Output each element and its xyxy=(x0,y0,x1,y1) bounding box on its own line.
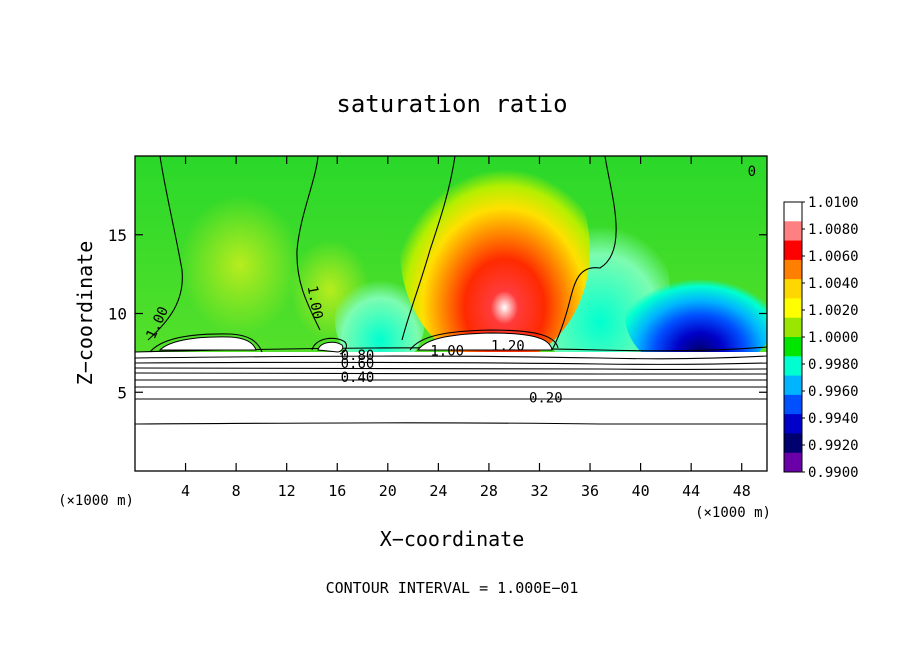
contour-line-1-00-mid xyxy=(296,156,321,331)
contour-line-1-00-left xyxy=(147,156,183,341)
colorbar-level-label: 1.0040 xyxy=(808,276,859,292)
y-tick-label: 5 xyxy=(117,383,127,402)
x-axis-title: X−coordinate xyxy=(380,527,525,551)
x-tick-label: 16 xyxy=(328,482,346,500)
x-tick-label: 12 xyxy=(278,482,296,500)
contour-line-lower-2 xyxy=(135,355,767,360)
colorbar: 1.0100 1.0080 1.0060 1.0040 1.0020 1.0000 0.99… xyxy=(783,195,859,481)
colorbar-level-label: 0.9960 xyxy=(808,384,859,400)
contour-label: 0.60 xyxy=(341,356,375,372)
x-tick-label: 28 xyxy=(480,482,498,500)
cloud-cap-left xyxy=(158,336,257,351)
colorbar-swatch xyxy=(784,221,802,242)
contour-interval-footer: CONTOUR INTERVAL = 1.000E−01 xyxy=(326,579,579,597)
field-lower-white xyxy=(135,352,767,471)
colorbar-swatch xyxy=(784,259,802,280)
x-tick-label: 4 xyxy=(181,482,190,500)
colorbar-swatch xyxy=(784,433,802,454)
contour-line-lower-3 xyxy=(135,361,767,365)
x-tick-label: 20 xyxy=(379,482,397,500)
colorbar-level-label: 1.0000 xyxy=(808,330,859,346)
colorbar-swatch xyxy=(784,202,802,222)
colorbar-swatch xyxy=(784,279,802,299)
contour-label: 0 xyxy=(748,164,756,180)
y-axis-title: Z−coordinate xyxy=(73,241,97,386)
colorbar-swatch xyxy=(784,240,802,261)
x-tick-label: 24 xyxy=(429,482,447,500)
colorbar-swatch xyxy=(784,414,802,434)
field-lime-patch-left xyxy=(180,195,300,335)
contour-line-lower-5 xyxy=(135,372,767,375)
saturation-field xyxy=(135,156,767,471)
field-hot-plume xyxy=(400,156,590,365)
contour-label: 0.80 xyxy=(341,348,375,364)
colorbar-level-label: 1.0100 xyxy=(808,195,859,211)
contour-label: 0.40 xyxy=(341,370,375,386)
field-cyan-patch-mid xyxy=(335,270,425,370)
cloud-outline-left xyxy=(149,333,263,353)
colorbar-swatch xyxy=(784,356,802,377)
colorbar-swatch xyxy=(784,298,802,319)
colorbar-swatch xyxy=(784,317,802,338)
contour-line-1-00-upper xyxy=(401,156,456,341)
y-tick-label: 10 xyxy=(108,305,127,324)
colorbar-level-label: 0.9900 xyxy=(808,465,859,481)
cloud-cap-small xyxy=(317,341,344,353)
x-tick-label: 40 xyxy=(632,482,650,500)
colorbar-level-label: 0.9920 xyxy=(808,438,859,454)
y-tick-label: 15 xyxy=(108,226,127,245)
contour-label: 1.00 xyxy=(304,284,326,320)
colorbar-level-label: 1.0080 xyxy=(808,222,859,238)
contour-label: 1.00 xyxy=(430,343,464,359)
colorbar-swatch xyxy=(784,452,802,473)
x-tick-label: 32 xyxy=(530,482,548,500)
colorbar-swatch xyxy=(784,394,802,415)
x-tick-label: 8 xyxy=(232,482,241,500)
contour-label: 1.20 xyxy=(491,339,525,355)
x-unit-label-right: (×1000 m) xyxy=(695,505,771,521)
colorbar-level-label: 0.9940 xyxy=(808,411,859,427)
x-tick-label: 44 xyxy=(682,482,700,500)
x-tick-label: 36 xyxy=(581,482,599,500)
field-cold-region xyxy=(625,255,767,375)
contour-line-lower-4 xyxy=(135,367,767,370)
colorbar-level-label: 0.9980 xyxy=(808,357,859,373)
contour-line-1-00-right xyxy=(551,156,617,351)
colorbar-level-label: 1.0020 xyxy=(808,303,859,319)
cloud-outline-small xyxy=(311,337,347,355)
contour-lines xyxy=(135,156,767,425)
cloud-outline-main xyxy=(409,329,559,351)
contour-line-bottom xyxy=(135,422,767,425)
colorbar-swatch xyxy=(784,375,802,396)
cloud-cap-main xyxy=(417,332,553,351)
chart-title: saturation ratio xyxy=(336,90,567,118)
x-tick-label: 48 xyxy=(733,482,751,500)
contour-label: 0.20 xyxy=(529,391,563,407)
colorbar-swatch xyxy=(784,337,802,357)
cloud-regions xyxy=(158,332,553,353)
x-unit-label-left: (×1000 m) xyxy=(58,493,134,509)
colorbar-level-label: 1.0060 xyxy=(808,249,859,265)
